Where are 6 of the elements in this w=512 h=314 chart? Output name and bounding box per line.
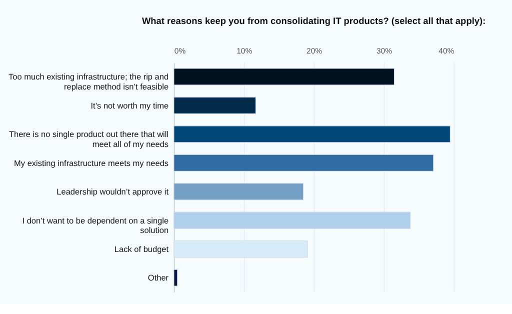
x-tick-label: 20%	[306, 46, 322, 56]
x-tick-label: 40%	[438, 46, 454, 56]
x-tick-label: 10%	[236, 46, 252, 56]
chart-title: What reasons keep you from consolidating IT products? (select all that apply):	[142, 16, 486, 26]
x-tick-label: 30%	[376, 46, 392, 56]
x-tick-label: 0%	[174, 46, 186, 56]
